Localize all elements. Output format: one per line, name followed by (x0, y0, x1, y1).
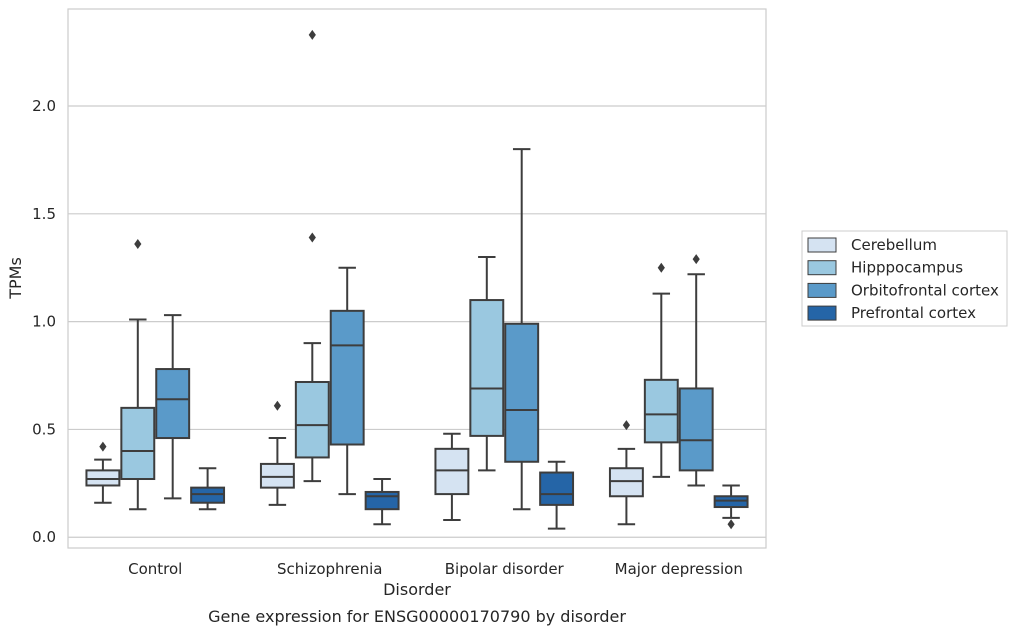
x-tick-label: Bipolar disorder (445, 560, 565, 578)
y-axis-label: TPMs (6, 257, 25, 300)
box-group (539, 460, 575, 530)
box-group (643, 262, 679, 478)
y-tick-label: 1.0 (32, 313, 56, 331)
y-tick-label: 0.5 (32, 420, 56, 438)
legend-label: Prefrontal cortex (851, 304, 976, 322)
box-body (678, 387, 714, 472)
box-body (190, 486, 226, 504)
legend-label: Hipppocampus (851, 259, 963, 277)
x-tick-label: Control (128, 560, 182, 578)
box-groups (85, 29, 749, 530)
x-tick-label: Schizophrenia (277, 560, 382, 578)
legend-swatch (807, 260, 837, 276)
x-tick-label: Major depression (615, 560, 743, 578)
legend: Cerebellum Hipppocampus Orbitofrontal cort… (801, 230, 1008, 327)
legend-swatch (807, 282, 837, 298)
x-tick-labels: Control Schizophrenia Bipolar disorder Majo… (128, 560, 743, 578)
legend-swatch (807, 237, 837, 253)
legend-label: Orbitofrontal cortex (851, 281, 999, 299)
box-body (85, 469, 121, 487)
legend-swatch (807, 305, 837, 321)
box-group (364, 478, 400, 526)
outlier-point (692, 254, 700, 265)
x-axis-label: Disorder (383, 580, 451, 599)
outlier-point (308, 232, 316, 243)
plot-area (67, 8, 767, 549)
box-group (469, 255, 505, 472)
box-group (259, 400, 295, 506)
box-body (608, 467, 644, 498)
chart-title: Gene expression for ENSG00000170790 by d… (208, 607, 626, 626)
box-group (504, 148, 540, 511)
box-group (190, 467, 226, 511)
outlier-point (657, 262, 665, 273)
box-body (713, 495, 749, 509)
outlier-point (134, 239, 142, 250)
outlier-point (622, 420, 630, 431)
y-tick-label: 1.5 (32, 205, 56, 223)
outlier-point (727, 519, 735, 530)
legend-label: Cerebellum (851, 236, 937, 254)
box-group (329, 266, 365, 496)
y-tick-label: 0.0 (32, 528, 56, 546)
box-body (364, 490, 400, 511)
outlier-point (273, 400, 281, 411)
box-body (469, 299, 505, 437)
box-group (678, 254, 714, 487)
box-group (294, 29, 330, 483)
box-group (608, 420, 644, 526)
box-body (329, 309, 365, 446)
box-body (259, 462, 295, 489)
box-body (294, 380, 330, 459)
outlier-point (308, 29, 316, 40)
box-group (155, 314, 191, 500)
box-group (120, 239, 156, 511)
box-body (643, 378, 679, 444)
box-body (155, 368, 191, 440)
box-body (120, 406, 156, 481)
box-group (434, 432, 470, 521)
box-body (504, 322, 540, 463)
box-body (539, 471, 575, 506)
box-body (434, 447, 470, 496)
box-group (713, 484, 749, 530)
box-group (85, 441, 121, 504)
y-tick-labels: 0.0 0.5 1.0 1.5 2.0 (32, 97, 56, 546)
y-tick-label: 2.0 (32, 97, 56, 115)
outlier-point (99, 441, 107, 452)
